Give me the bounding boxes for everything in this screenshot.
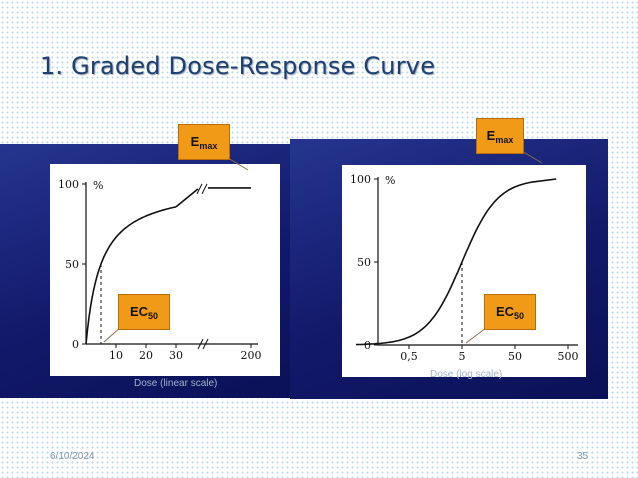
log-chart: 0 50 100% 0,5 5 50 500	[342, 165, 586, 377]
y-tick-label: 100	[350, 173, 371, 186]
emax-callout-right: Emax	[476, 118, 524, 154]
x-tick-label: 200	[241, 349, 262, 362]
y-tick-label: 0	[364, 339, 371, 352]
y-tick-label: 50	[357, 256, 371, 269]
slide-page-number: 35	[577, 451, 589, 462]
emax-callout-left: Emax	[178, 124, 230, 160]
linear-dose-response-svg: 0 50 100 % 10 20 30 200	[58, 178, 262, 362]
x-tick-label: 500	[558, 350, 579, 363]
slide-title: 1. Graded Dose-Response Curve	[40, 52, 436, 80]
slide-date: 6/10/2024	[50, 451, 95, 462]
y-axis-unit-label: %	[93, 179, 103, 192]
linear-x-axis-caption: Dose (linear scale)	[134, 378, 218, 389]
left-chart-panel: 0 50 100% 10 20 30 200 Dose (linear scale)	[0, 144, 292, 398]
x-tick-label: 0,5	[400, 350, 418, 363]
y-tick-label: 100	[58, 178, 79, 191]
dose-response-curve	[355, 178, 557, 346]
dose-response-curve-pre-break	[175, 188, 199, 208]
linear-chart: 0 50 100% 10 20 30 200	[50, 164, 280, 376]
x-tick-label: 10	[109, 349, 123, 362]
ec50-callout-left: EC50	[118, 294, 170, 330]
log-dose-response-svg: 0 50 100 % 0,5 5 50 500	[350, 173, 579, 363]
log-x-axis-caption: Dose (log scale)	[430, 369, 503, 380]
y-tick-label: 50	[65, 258, 79, 271]
ec50-callout-right: EC50	[484, 294, 536, 330]
x-axis-break-mark	[197, 338, 209, 350]
x-tick-label: 20	[139, 349, 153, 362]
y-axis-unit-label: %	[385, 174, 395, 187]
x-tick-label: 50	[508, 350, 522, 363]
right-chart-panel: 0 50 100% 0,5 5 50 500 Dose (log scale)	[290, 139, 608, 399]
curve-break-mark	[196, 183, 208, 195]
y-tick-label: 0	[72, 338, 79, 351]
x-tick-label: 30	[169, 349, 183, 362]
x-tick-label: 5	[459, 350, 466, 363]
